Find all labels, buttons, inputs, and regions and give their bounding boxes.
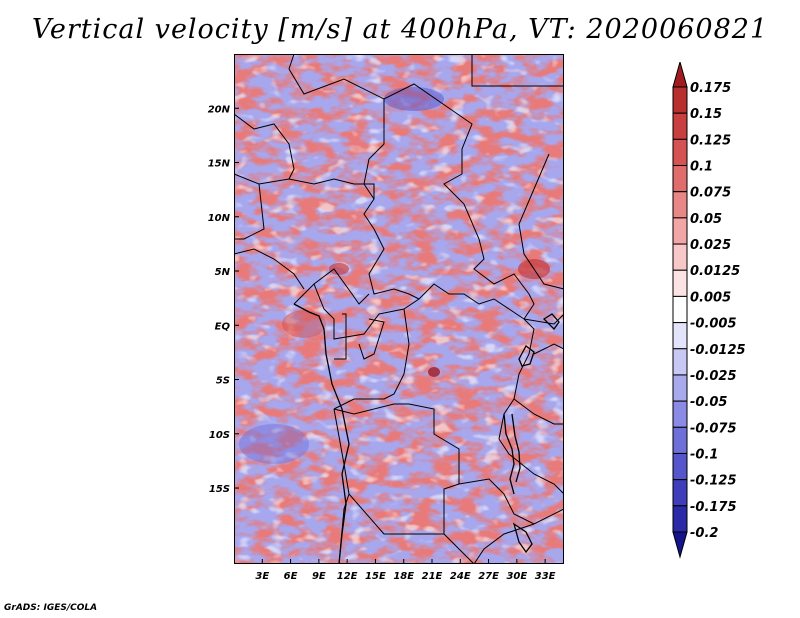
colorbar-box bbox=[672, 191, 688, 219]
map-frame bbox=[234, 54, 564, 564]
colorbar-box bbox=[672, 165, 688, 193]
x-tick-label: 6E bbox=[284, 571, 298, 582]
colorbar-label: 0.15 bbox=[690, 107, 722, 122]
x-tick-label: 3E bbox=[255, 571, 269, 582]
colorbar-labels: 0.175 0.15 0.125 0.1 0.075 0.05 0.025 0.0125 0.0… bbox=[690, 81, 746, 541]
colorbar-box bbox=[672, 452, 688, 481]
colorbar-label: -0.05 bbox=[690, 395, 727, 410]
colorbar-box bbox=[672, 138, 688, 167]
colorbar-box bbox=[672, 86, 688, 114]
colorbar-box bbox=[672, 243, 688, 271]
colorbar-label: -0.1 bbox=[690, 447, 718, 462]
strong-updraft-cell bbox=[329, 263, 349, 275]
coastlines-and-lakes bbox=[293, 303, 560, 564]
colorbar-label: 0.005 bbox=[690, 290, 731, 305]
colorbar-label: 0.125 bbox=[690, 133, 731, 148]
colorbar-box bbox=[672, 505, 688, 533]
y-tick-label: EQ bbox=[215, 321, 231, 332]
grads-credit: GrADS: IGES/COLA bbox=[4, 603, 98, 613]
strong-downdraft-cell bbox=[239, 424, 309, 464]
x-tick-label: 33E bbox=[535, 571, 556, 582]
y-tick-label: 10S bbox=[209, 430, 230, 441]
colorbar-box bbox=[672, 400, 688, 428]
colorbar-label: 0.1 bbox=[690, 160, 713, 175]
colorbar-label: 0.0125 bbox=[690, 264, 740, 279]
colorbar-box bbox=[672, 322, 688, 350]
field-white-layer bbox=[234, 54, 564, 564]
strong-updraft-cell bbox=[282, 310, 326, 338]
colorbar-box bbox=[672, 479, 688, 507]
map-panel: 3E 6E 9E 12E 15E 18E 21E 24E 27E 30E 33E 20N 15N 10N… bbox=[208, 54, 564, 582]
y-tick-label: 15S bbox=[209, 484, 230, 495]
x-tick-label: 9E bbox=[312, 571, 326, 582]
x-tick-label: 12E bbox=[337, 571, 358, 582]
y-axis-labels: 20N 15N 10N 5N EQ 5S 10S 15S bbox=[208, 104, 231, 495]
y-tick-label: 5N bbox=[215, 267, 231, 278]
colorbar-label: 0.05 bbox=[690, 212, 722, 227]
colorbar-label: 0.175 bbox=[690, 81, 731, 96]
colorbar-box bbox=[672, 348, 688, 376]
colorbar-box bbox=[672, 374, 688, 402]
map-svg bbox=[234, 54, 564, 564]
colorbar-label: -0.075 bbox=[690, 421, 737, 436]
colorbar-box bbox=[672, 217, 688, 245]
strong-downdraft-cell bbox=[384, 87, 444, 111]
colorbar-label: -0.005 bbox=[690, 317, 737, 332]
y-tick-label: 20N bbox=[208, 104, 231, 115]
colorbar-label: -0.175 bbox=[690, 500, 737, 515]
y-tick-label: 15N bbox=[208, 159, 231, 170]
y-tick-label: 10N bbox=[208, 213, 231, 224]
x-tick-label: 15E bbox=[365, 571, 386, 582]
colorbar-label: -0.125 bbox=[690, 474, 737, 489]
x-tick-label: 27E bbox=[478, 571, 499, 582]
colorbar: 0.175 0.15 0.125 0.1 0.075 0.05 0.025 0.0125 0.0… bbox=[672, 62, 746, 559]
colorbar-top-arrow bbox=[672, 62, 688, 88]
x-tick-label: 18E bbox=[393, 571, 414, 582]
colorbar-label: 0.025 bbox=[690, 238, 731, 253]
colorbar-label: -0.0125 bbox=[690, 343, 746, 358]
x-tick-label: 24E bbox=[450, 571, 471, 582]
colorbar-label: -0.025 bbox=[690, 369, 737, 384]
colorbar-boxes bbox=[672, 62, 688, 559]
x-tick-label: 30E bbox=[506, 571, 527, 582]
colorbar-box bbox=[672, 269, 688, 297]
colorbar-label: 0.075 bbox=[690, 186, 731, 201]
country-borders bbox=[234, 54, 564, 564]
colorbar-label: -0.2 bbox=[690, 526, 718, 541]
x-tick-label: 21E bbox=[422, 571, 443, 582]
colorbar-box bbox=[672, 295, 688, 324]
colorbar-bottom-arrow bbox=[672, 531, 688, 559]
x-axis-labels: 3E 6E 9E 12E 15E 18E 21E 24E 27E 30E 33E bbox=[255, 571, 555, 582]
chart-title: Vertical velocity [m/s] at 400hPa, VT: 2… bbox=[31, 14, 769, 45]
colorbar-box bbox=[672, 112, 688, 140]
y-tick-label: 5S bbox=[216, 376, 230, 387]
strong-updraft-cell bbox=[428, 367, 440, 377]
colorbar-box bbox=[672, 426, 688, 454]
